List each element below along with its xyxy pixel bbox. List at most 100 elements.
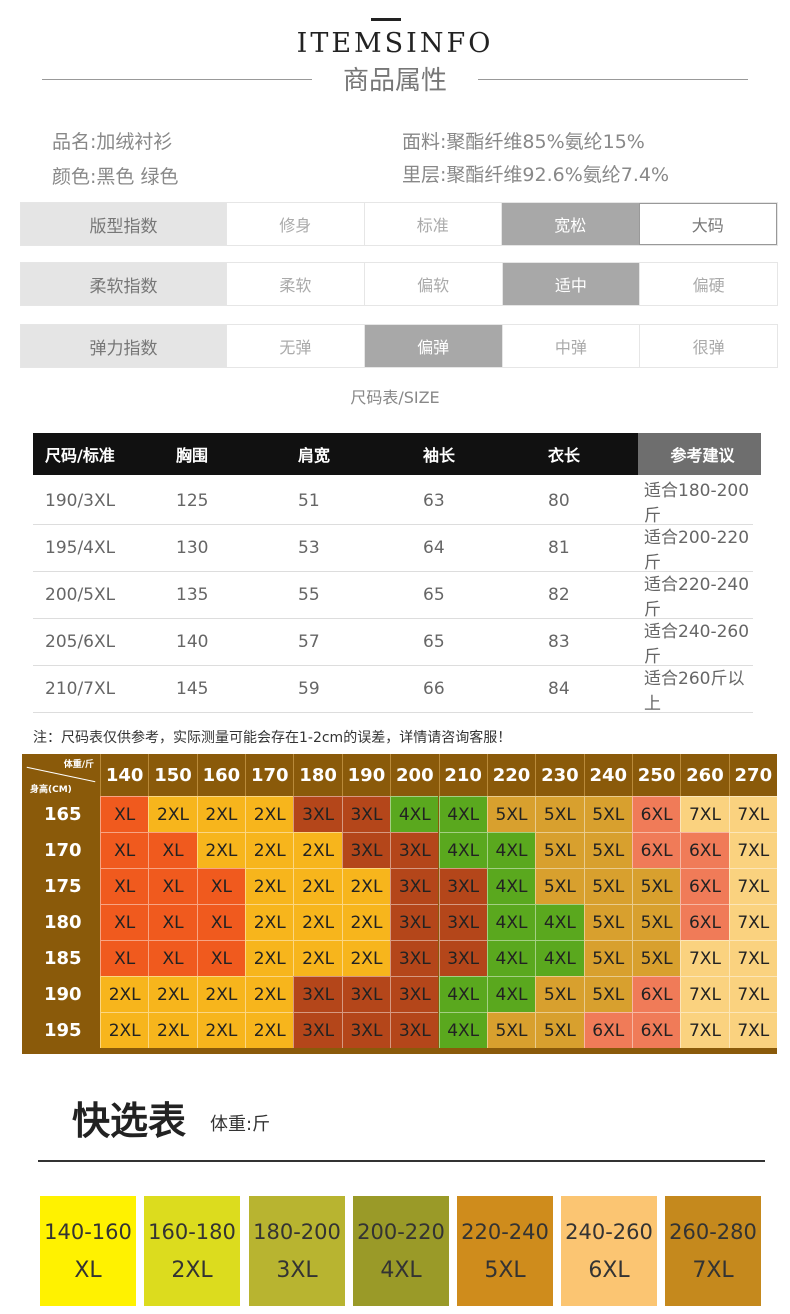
grid-size-cell: 5XL <box>535 1012 584 1048</box>
quick-weight-range: 240-260 <box>565 1219 653 1244</box>
grid-size-cell: 5XL <box>583 796 632 832</box>
grid-size-cell: 7XL <box>728 868 777 904</box>
grid-size-cell: 3XL <box>293 796 342 832</box>
product-lining: 里层:聚酯纤维92.6%氨纶7.4% <box>402 164 670 186</box>
size-table-cell: 适合200-220斤 <box>644 528 750 573</box>
stretch-index-row: 弹力指数 无弹 偏弹 中弹 很弹 <box>20 324 778 368</box>
size-table-cell: 135 <box>176 585 209 605</box>
size-table-cell: 64 <box>423 538 445 558</box>
size-table-header: 尺码/标准 胸围 肩宽 袖长 衣长 参考建议 <box>33 433 761 475</box>
title-cn: 商品属性 <box>342 66 447 96</box>
header-size: 尺码/标准 <box>45 446 115 465</box>
grid-height-label: 165 <box>44 803 82 825</box>
grid-size-cell: 2XL <box>293 904 342 940</box>
grid-size-cell: 7XL <box>680 976 729 1012</box>
grid-corner: 体重/斤 身高(CM) <box>22 754 100 796</box>
size-table-row: 210/7XL 145 59 66 84 适合260斤以上 <box>33 666 753 714</box>
grid-size-cell: XL <box>148 832 197 868</box>
grid-size-cell: 3XL <box>438 940 487 976</box>
grid-weight-header: 140 <box>100 754 148 796</box>
grid-size-cell: 2XL <box>245 832 294 868</box>
quick-size-box: 220-240 5XL <box>457 1196 553 1306</box>
grid-size-cell: XL <box>100 940 149 976</box>
quick-table-subtitle: 体重:斤 <box>210 1114 271 1135</box>
grid-weight-header: 230 <box>535 754 583 796</box>
quick-size-box: 200-220 4XL <box>353 1196 449 1306</box>
grid-size-cell: XL <box>100 868 149 904</box>
grid-size-cell: 4XL <box>486 976 536 1012</box>
size-table-cell: 55 <box>298 585 320 605</box>
grid-weight-header: 210 <box>438 754 487 796</box>
grid-size-cell: 7XL <box>728 796 777 832</box>
grid-size-cell: XL <box>100 832 149 868</box>
size-grid: 体重/斤 身高(CM) 140 150 160 170 180 190 200 210 220 2… <box>22 754 777 1054</box>
grid-size-cell: 5XL <box>486 796 536 832</box>
grid-weight-header: 200 <box>390 754 438 796</box>
grid-size-cell: 5XL <box>535 832 584 868</box>
grid-size-cell: 2XL <box>148 976 197 1012</box>
grid-height-label: 170 <box>44 839 82 861</box>
quick-size-label: 7XL <box>692 1257 734 1283</box>
quick-size-box: 260-280 7XL <box>665 1196 761 1306</box>
grid-size-cell: 6XL <box>583 1012 632 1048</box>
grid-size-cell: 3XL <box>390 868 439 904</box>
grid-size-cell: 5XL <box>535 796 584 832</box>
grid-size-cell: 3XL <box>438 868 487 904</box>
grid-size-cell: 7XL <box>680 940 729 976</box>
grid-size-cell: 5XL <box>583 976 632 1012</box>
stretch-option: 中弹 <box>501 325 640 367</box>
grid-size-cell: 3XL <box>390 832 439 868</box>
grid-size-cell: 4XL <box>535 904 584 940</box>
size-table-cell: 210/7XL <box>45 679 116 699</box>
quick-size-box: 160-180 2XL <box>144 1196 240 1306</box>
size-table-cell: 145 <box>176 679 209 699</box>
corner-height-label: 身高(CM) <box>30 785 72 795</box>
grid-size-cell: 6XL <box>631 832 681 868</box>
grid-size-cell: 4XL <box>438 832 487 868</box>
softness-option: 柔软 <box>226 263 364 305</box>
quick-weight-range: 160-180 <box>148 1219 236 1244</box>
stretch-option: 很弹 <box>639 325 777 367</box>
header-chest: 胸围 <box>176 446 209 465</box>
size-table-cell: 190/3XL <box>45 491 116 511</box>
quick-weight-range: 260-280 <box>669 1219 757 1244</box>
title-en: ITEMSINFO <box>296 28 494 59</box>
quick-size-box: 140-160 XL <box>40 1196 136 1306</box>
size-table-row: 205/6XL 140 57 65 83 适合240-260斤 <box>33 619 753 667</box>
grid-size-cell: 5XL <box>631 868 681 904</box>
grid-size-cell: 3XL <box>341 1012 391 1048</box>
size-table-cell: 65 <box>423 632 445 652</box>
quick-weight-range: 200-220 <box>357 1219 445 1244</box>
grid-size-cell: 2XL <box>245 1012 294 1048</box>
size-note: 注：尺码表仅供参考，实际测量可能会存在1-2cm的误差，详情请咨询客服！ <box>33 730 512 746</box>
size-table-cell: 65 <box>423 585 445 605</box>
stretch-index-label: 弹力指数 <box>21 325 226 367</box>
grid-size-cell: 2XL <box>293 940 342 976</box>
grid-weight-header: 180 <box>293 754 341 796</box>
grid-size-cell: 7XL <box>728 976 777 1012</box>
grid-size-cell: 3XL <box>341 976 391 1012</box>
softness-option: 偏硬 <box>639 263 777 305</box>
size-table-cell: 81 <box>548 538 570 558</box>
softness-option: 偏软 <box>363 263 502 305</box>
grid-size-cell: 2XL <box>148 1012 197 1048</box>
grid-size-cell: 6XL <box>631 976 681 1012</box>
grid-size-cell: 6XL <box>631 796 681 832</box>
quick-table-divider <box>38 1160 765 1162</box>
grid-size-cell: 3XL <box>390 940 439 976</box>
grid-size-cell: 2XL <box>245 940 294 976</box>
size-table-cell: 83 <box>548 632 570 652</box>
grid-size-cell: 5XL <box>631 940 681 976</box>
grid-size-cell: 6XL <box>680 868 729 904</box>
size-table-cell: 195/4XL <box>45 538 116 558</box>
quick-weight-range: 180-200 <box>253 1219 341 1244</box>
grid-size-cell: XL <box>100 904 149 940</box>
grid-size-cell: 3XL <box>390 976 439 1012</box>
size-table-cell: 63 <box>423 491 445 511</box>
grid-size-cell: 7XL <box>728 1012 777 1048</box>
grid-weight-header: 250 <box>631 754 680 796</box>
grid-size-cell: 7XL <box>728 832 777 868</box>
fit-option: 大码 <box>638 203 777 245</box>
product-color: 颜色:黑色 绿色 <box>52 166 179 188</box>
grid-size-cell: 2XL <box>293 832 342 868</box>
